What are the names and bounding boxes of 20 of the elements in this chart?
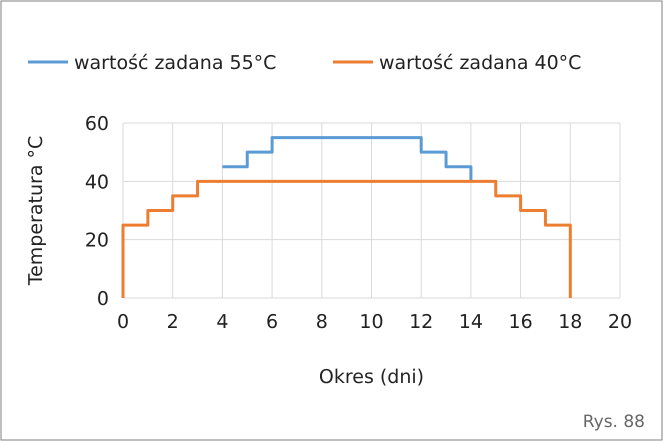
- x-tick-label: 20: [608, 311, 632, 333]
- y-tick-label: 20: [84, 230, 109, 252]
- text: Rys. 88: [582, 412, 645, 432]
- x-tick-label: 14: [458, 311, 483, 333]
- x-tick-label: 12: [409, 311, 434, 333]
- x-tick-label: 6: [266, 311, 278, 333]
- y-tick-label: 60: [84, 113, 109, 135]
- legend-label: wartość zadana 55°C: [74, 52, 276, 74]
- x-tick-label: 2: [166, 311, 179, 333]
- x-axis-title: Okres (dni): [318, 366, 424, 388]
- y-tick-label: 40: [84, 171, 109, 194]
- legend-label: wartość zadana 40°C: [379, 52, 582, 74]
- x-tick-label: 4: [216, 311, 228, 333]
- x-tick-label: 16: [508, 311, 533, 333]
- y-axis-title: Temperatura °C: [25, 136, 47, 286]
- y-tick-label: 0: [96, 288, 109, 310]
- x-tick-label: 8: [316, 311, 328, 333]
- x-tick-label: 18: [558, 311, 582, 333]
- x-tick-label: 0: [116, 311, 130, 333]
- x-tick-label: 10: [359, 311, 384, 333]
